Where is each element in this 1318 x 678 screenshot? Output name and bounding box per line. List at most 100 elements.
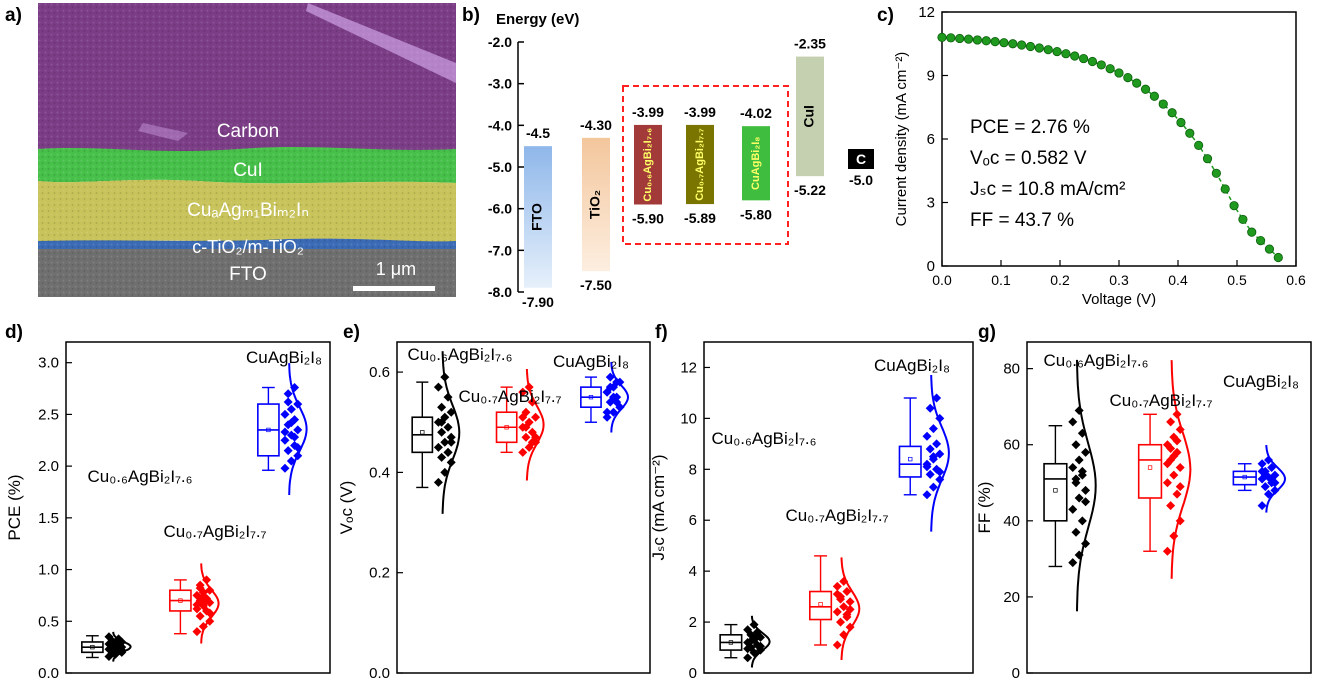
carbon-marker	[848, 149, 874, 169]
box-mean	[728, 640, 734, 645]
distribution-curve	[930, 374, 950, 532]
distribution-curve	[1265, 445, 1287, 513]
data-point	[1162, 546, 1172, 556]
box-mean	[908, 456, 913, 462]
energy-bar-3	[686, 124, 714, 205]
energy-top-label: -3.99	[632, 104, 664, 120]
data-point	[205, 598, 215, 608]
data-point	[922, 431, 932, 441]
series-label: CuAgBi₂I₈	[874, 356, 950, 375]
data-point	[527, 437, 537, 447]
data-point	[1162, 459, 1172, 469]
y-tick-label: 0.0	[38, 665, 59, 678]
y-tick-label: 2.0	[38, 458, 59, 475]
energy-bar-name: Cu₀.₇AgBi₂I₇.₇	[694, 128, 706, 201]
jv-point	[1149, 91, 1159, 101]
series-label: Cu₀.₆AgBi₂I₇.₆	[407, 345, 512, 364]
data-point	[1172, 447, 1182, 457]
y-axis-title: Current density (mA cm⁻²)	[893, 52, 910, 227]
energy-bottom-label: -7.90	[522, 294, 554, 310]
energy-tick-label: -6.0	[488, 201, 512, 217]
data-point	[605, 372, 615, 382]
absorber-group-box	[622, 85, 789, 245]
jv-annotation: FF = 43.7 %	[970, 210, 1074, 231]
y-axis-title: Jₛc (mA cm⁻²)	[650, 455, 668, 561]
data-point	[527, 427, 537, 437]
energy-tick-label: -8.0	[488, 284, 512, 300]
box-mean	[266, 427, 271, 433]
energy-bottom-label: -5.80	[740, 206, 772, 222]
tio2-label: c-TiO₂/m-TiO₂	[192, 237, 304, 257]
jv-point	[1247, 227, 1257, 237]
jv-point	[972, 35, 983, 45]
box-mean	[818, 602, 823, 607]
data-point	[1077, 466, 1087, 476]
data-point	[845, 604, 855, 614]
jv-point	[1052, 46, 1062, 57]
data-point	[1074, 493, 1084, 503]
y-tick-label: 0	[927, 258, 935, 275]
data-point	[1071, 527, 1081, 537]
data-point	[605, 382, 615, 392]
y-tick-label: 0.4	[369, 464, 390, 481]
energy-top-label: -4.30	[580, 117, 612, 133]
jv-point	[1238, 214, 1248, 225]
plot-frame	[65, 341, 331, 674]
jv-point	[1273, 252, 1283, 263]
box	[1232, 470, 1257, 486]
energy-bar-1	[582, 137, 610, 272]
data-point	[832, 581, 842, 591]
series-label: Cu₀.₇AgBi₂I₇.₇	[786, 506, 889, 525]
data-point	[518, 447, 528, 457]
y-tick-label: 0	[689, 665, 697, 678]
data-point	[743, 644, 753, 654]
data-point	[842, 609, 852, 619]
y-axis-title: FF (%)	[975, 482, 994, 534]
data-point	[283, 446, 293, 456]
data-point	[1257, 459, 1267, 469]
data-point	[443, 422, 453, 432]
carbon-marker-name: C	[856, 151, 866, 167]
energy-tick-label: -4.0	[488, 117, 512, 133]
data-point	[1071, 440, 1081, 450]
data-point	[293, 443, 303, 453]
data-point	[433, 382, 443, 392]
jv-point	[937, 32, 947, 43]
data-point	[1162, 478, 1172, 488]
data-point	[752, 631, 762, 641]
data-point	[1166, 444, 1176, 454]
data-point	[932, 393, 942, 403]
data-point	[922, 462, 932, 472]
carbon-flake-2	[138, 123, 188, 141]
energy-top-label: -4.02	[740, 105, 772, 121]
distribution-curve	[750, 615, 771, 668]
data-point	[518, 387, 528, 397]
scale-bar	[353, 286, 435, 291]
box-mean	[420, 430, 425, 435]
jv-point	[1176, 117, 1186, 128]
box-mean	[178, 598, 183, 603]
jv-point	[1202, 154, 1213, 164]
data-point	[1068, 463, 1078, 473]
y-tick-label: 80	[1003, 361, 1020, 378]
sem-cross-section: Carbon CuI CuₐAgₘ₁Biₘ₂Iₙ c-TiO₂/m-TiO₂ F…	[38, 3, 456, 297]
data-point	[104, 644, 114, 654]
jv-annotation: Jₛc = 10.8 mA/cm²	[970, 179, 1125, 200]
energy-bar-5	[796, 56, 824, 177]
data-point	[280, 409, 290, 419]
box-mean	[504, 425, 509, 430]
carbon-label: Carbon	[217, 121, 279, 142]
data-point	[602, 407, 612, 417]
energy-top-label: -2.35	[794, 36, 826, 52]
energy-bar-name: Cu₀.₆AgBi₂I₇.₆	[642, 128, 654, 202]
data-point	[925, 444, 935, 454]
data-point	[1081, 497, 1091, 507]
absorber-label: CuₐAgₘ₁Biₘ₂Iₙ	[187, 200, 309, 221]
cui-label: CuI	[233, 160, 263, 181]
jv-point	[1114, 68, 1124, 78]
series-label: Cu₀.₇AgBi₂I₇.₇	[459, 387, 562, 406]
distribution-curve	[112, 631, 132, 662]
chart-c-jv-curve: 0.0 0.1 0.2 0.3 0.4 0.5 0.6 0 3 6 9 12 Voltage (V) Cu…	[893, 4, 1306, 308]
plot-frame	[703, 341, 974, 674]
panel-label-g: g)	[978, 322, 996, 343]
